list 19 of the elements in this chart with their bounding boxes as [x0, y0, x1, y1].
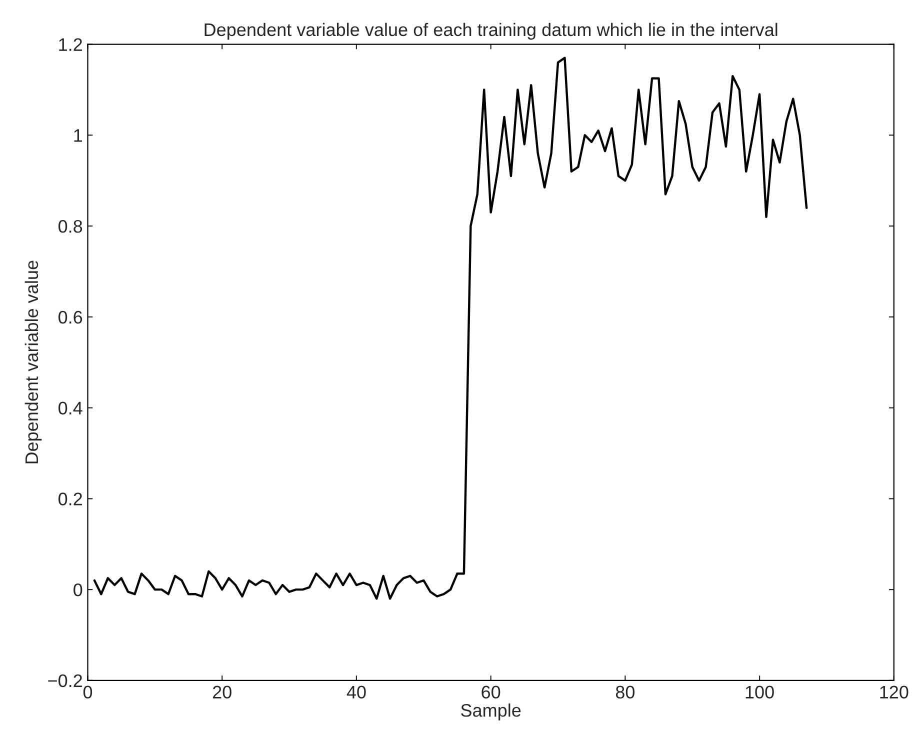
x-tick-label: 0 [83, 686, 92, 699]
x-tick-label: 100 [746, 686, 774, 699]
x-tick-label: 40 [346, 686, 366, 699]
y-tick-label: 0.2 [58, 492, 82, 506]
y-tick-label: 1 [74, 129, 82, 142]
y-tick-label: 0 [74, 583, 82, 596]
x-tick-label: 120 [880, 686, 908, 699]
line-series [93, 56, 808, 600]
chart-title: Dependent variable value of each training datum which lie in the interval [204, 22, 778, 40]
x-tick-label: 80 [616, 686, 635, 699]
x-axis-title: Sample [461, 704, 521, 720]
y-tick-label: 0.4 [58, 402, 82, 415]
x-tick-label: 20 [212, 686, 232, 699]
y-tick-label: 1.2 [59, 38, 82, 51]
y-tick-label: −0.2 [48, 674, 82, 688]
y-tick-label: 0.8 [58, 220, 82, 233]
y-axis-title: Dependent variable value [24, 260, 42, 464]
x-tick-label: 60 [482, 686, 500, 699]
y-tick-label: 0.6 [58, 310, 82, 324]
